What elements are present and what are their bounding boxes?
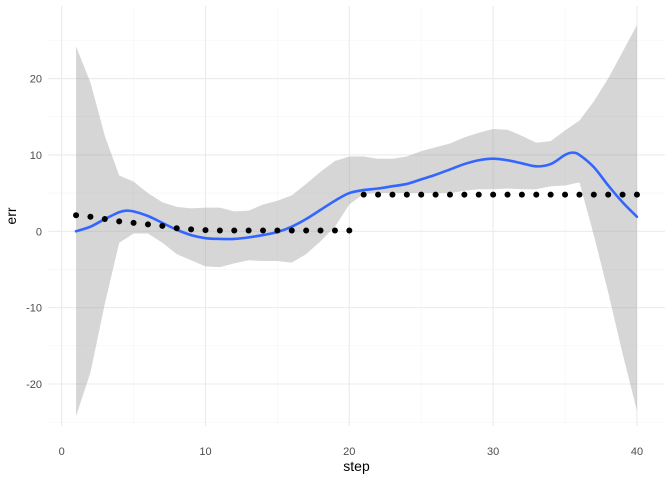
data-point [605,191,612,198]
data-point [231,227,238,234]
data-point [375,191,382,198]
y-tick-label: -20 [26,379,42,391]
x-tick-label: 30 [487,446,499,458]
data-point [303,227,310,234]
x-axis-ticks: 0 10 20 30 40 [59,446,643,458]
data-point [331,227,338,234]
data-point [418,191,425,198]
data-point [490,191,497,198]
x-tick-label: 40 [631,446,643,458]
data-point [101,216,108,223]
data-point [317,227,324,234]
x-axis-title: step [343,458,370,474]
x-tick-label: 20 [343,446,355,458]
data-point [533,191,540,198]
data-point [518,191,525,198]
data-point [188,226,195,233]
y-axis-title: err [3,207,19,224]
data-point [633,191,640,198]
data-point [144,221,151,228]
y-tick-label: 10 [30,150,42,162]
data-point [504,191,511,198]
data-point [130,219,137,226]
data-point [360,191,367,198]
data-point [260,227,267,234]
data-point [73,212,80,219]
data-point [475,191,482,198]
data-point [619,191,626,198]
data-point [590,191,597,198]
data-point [288,227,295,234]
data-point [116,218,123,225]
data-point [346,227,353,234]
point-layer [73,191,640,234]
y-tick-label: -10 [26,303,42,315]
data-point [274,227,281,234]
smooth-line [74,151,639,241]
data-point [562,191,569,198]
y-axis-ticks: -20 -10 0 10 20 [26,74,42,391]
data-point [576,191,583,198]
grid-minor [48,6,665,426]
x-tick-label: 0 [59,446,65,458]
data-point [403,191,410,198]
smooth-line-layer [74,151,639,241]
confidence-band-layer [76,25,637,417]
data-point [245,227,252,234]
x-tick-label: 10 [199,446,211,458]
data-point [432,191,439,198]
data-point [216,227,223,234]
data-point [87,213,94,220]
data-point [202,227,209,234]
data-point [389,191,396,198]
data-point [159,222,166,229]
data-point [461,191,468,198]
data-point [547,191,554,198]
confidence-band [76,25,637,417]
data-point [173,225,180,232]
y-tick-label: 20 [30,74,42,86]
data-point [446,191,453,198]
y-tick-label: 0 [36,226,42,238]
